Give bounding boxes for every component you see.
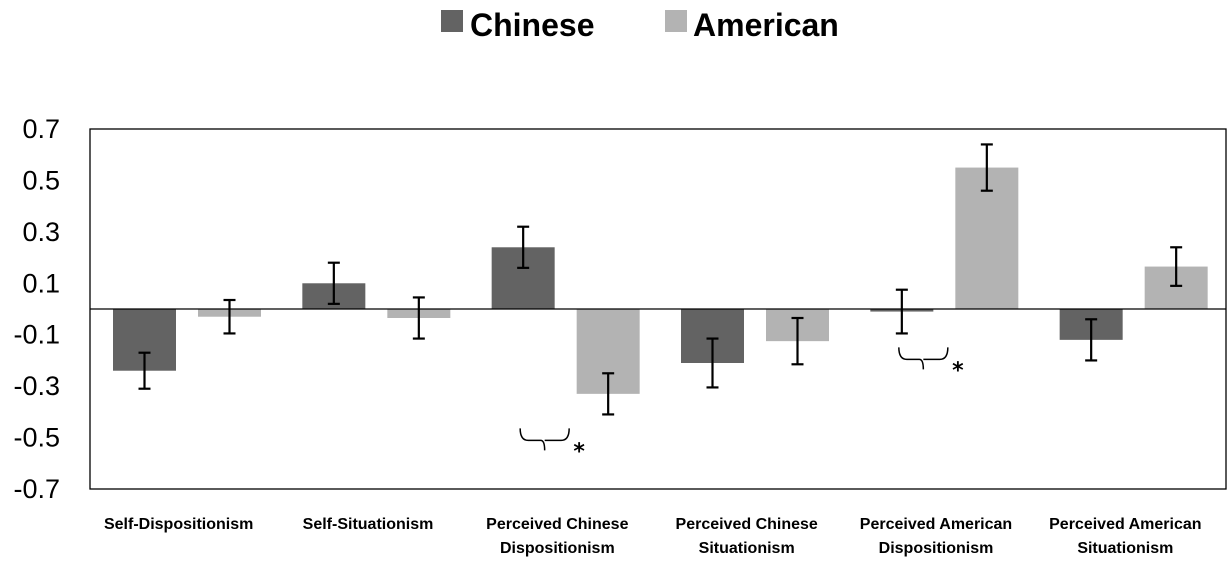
y-tick-label: -0.1	[13, 320, 60, 350]
error-bar	[791, 316, 804, 366]
plot-area: 0.7 0.5 0.3 0.1 -0.1 -0.3 -0.5 -0.7 Self-Disposi…	[13, 114, 1227, 557]
x-tick-label: Situationism	[699, 540, 795, 557]
x-tick-label: Situationism	[1077, 540, 1173, 557]
error-bar	[517, 225, 530, 269]
legend-swatch-chinese	[441, 10, 463, 32]
x-tick-label: Dispositionism	[500, 540, 615, 557]
legend-label-american: American	[693, 7, 839, 43]
y-tick-label: 0.1	[22, 268, 60, 298]
legend-swatch-american	[665, 10, 687, 32]
error-bar	[1085, 318, 1098, 362]
error-bar	[327, 261, 340, 305]
significance-marker: *	[573, 439, 585, 464]
error-bar	[412, 296, 425, 340]
x-tick-label: Perceived Chinese	[676, 516, 818, 533]
y-tick-label: 0.7	[22, 114, 60, 144]
significance-bracket	[519, 428, 570, 451]
error-bar	[138, 351, 151, 390]
x-tick-label: Self-Situationism	[303, 516, 434, 533]
x-tick-label: Perceived American	[860, 516, 1012, 533]
x-tick-label: Self-Dispositionism	[104, 516, 253, 533]
error-bar	[706, 337, 719, 389]
legend: Chinese American	[441, 7, 839, 43]
error-bar	[895, 288, 908, 335]
y-tick-label: -0.3	[13, 371, 60, 401]
significance-bracket	[898, 347, 949, 370]
y-tick-label: 0.3	[22, 217, 60, 247]
x-tick-label: Dispositionism	[879, 540, 994, 557]
error-bar	[602, 372, 615, 416]
x-tick-label: Perceived Chinese	[486, 516, 628, 533]
y-tick-label: 0.5	[22, 165, 60, 195]
significance-marker: *	[952, 358, 964, 383]
y-tick-label: -0.7	[13, 474, 60, 504]
error-bar	[1170, 246, 1183, 287]
x-tick-label: Perceived American	[1049, 516, 1201, 533]
legend-label-chinese: Chinese	[470, 7, 594, 43]
y-tick-label: -0.5	[13, 423, 60, 453]
error-bar	[980, 143, 993, 192]
error-bar	[223, 298, 236, 335]
